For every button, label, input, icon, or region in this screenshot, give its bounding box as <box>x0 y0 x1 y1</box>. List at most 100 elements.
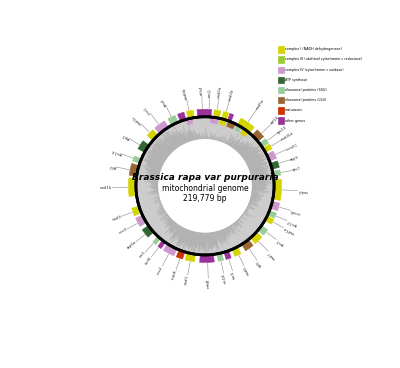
Wedge shape <box>154 185 158 186</box>
Wedge shape <box>251 176 269 179</box>
Wedge shape <box>182 126 189 142</box>
Wedge shape <box>210 135 211 140</box>
Wedge shape <box>251 191 259 192</box>
Wedge shape <box>241 148 253 157</box>
Wedge shape <box>146 158 163 166</box>
Wedge shape <box>156 196 160 197</box>
Wedge shape <box>146 181 159 183</box>
Wedge shape <box>251 194 263 197</box>
Wedge shape <box>242 213 244 215</box>
Wedge shape <box>216 231 219 241</box>
Wedge shape <box>247 158 262 166</box>
Wedge shape <box>263 144 272 152</box>
Wedge shape <box>162 135 176 150</box>
Wedge shape <box>197 134 198 140</box>
Wedge shape <box>236 221 242 228</box>
Wedge shape <box>242 240 253 251</box>
Wedge shape <box>252 187 268 189</box>
Wedge shape <box>146 156 164 165</box>
Wedge shape <box>251 191 264 194</box>
Wedge shape <box>252 185 268 186</box>
Wedge shape <box>232 140 238 148</box>
Wedge shape <box>240 217 244 220</box>
Wedge shape <box>215 231 218 244</box>
Wedge shape <box>148 177 159 179</box>
Wedge shape <box>153 237 160 244</box>
Wedge shape <box>212 232 214 246</box>
Wedge shape <box>250 170 266 174</box>
Wedge shape <box>243 212 250 217</box>
Wedge shape <box>214 110 221 118</box>
Wedge shape <box>252 130 264 141</box>
Wedge shape <box>218 230 222 241</box>
Wedge shape <box>251 178 263 180</box>
Wedge shape <box>248 203 251 205</box>
Wedge shape <box>188 231 193 246</box>
Wedge shape <box>163 244 177 256</box>
Wedge shape <box>191 231 195 251</box>
Wedge shape <box>235 142 242 151</box>
Wedge shape <box>166 212 167 214</box>
Text: complex IV (cytochrome c oxidase): complex IV (cytochrome c oxidase) <box>285 68 344 72</box>
Wedge shape <box>151 155 165 163</box>
Wedge shape <box>188 135 191 142</box>
Wedge shape <box>243 149 258 160</box>
Wedge shape <box>179 229 187 247</box>
Wedge shape <box>168 115 178 125</box>
Wedge shape <box>164 215 169 220</box>
Wedge shape <box>160 215 169 222</box>
Wedge shape <box>187 230 192 246</box>
Wedge shape <box>232 141 237 148</box>
Wedge shape <box>159 203 162 204</box>
Wedge shape <box>213 231 216 245</box>
Wedge shape <box>187 134 190 142</box>
Wedge shape <box>250 196 261 199</box>
Wedge shape <box>177 228 185 245</box>
Text: rps12: rps12 <box>286 219 298 227</box>
Wedge shape <box>151 187 158 188</box>
Wedge shape <box>186 138 189 142</box>
Wedge shape <box>227 227 230 233</box>
Wedge shape <box>273 179 282 201</box>
Wedge shape <box>222 229 227 239</box>
Wedge shape <box>148 191 159 193</box>
Wedge shape <box>174 224 179 231</box>
Wedge shape <box>174 127 184 145</box>
Wedge shape <box>150 181 159 182</box>
Wedge shape <box>216 137 217 141</box>
Wedge shape <box>250 172 266 176</box>
Wedge shape <box>238 219 239 220</box>
Wedge shape <box>176 226 182 237</box>
FancyBboxPatch shape <box>278 56 284 63</box>
Wedge shape <box>212 135 214 140</box>
Wedge shape <box>185 253 195 262</box>
Wedge shape <box>165 217 170 222</box>
Wedge shape <box>231 140 236 147</box>
Wedge shape <box>157 209 165 215</box>
Wedge shape <box>240 146 252 156</box>
Wedge shape <box>244 210 247 213</box>
Wedge shape <box>249 167 264 172</box>
Wedge shape <box>166 219 172 225</box>
Wedge shape <box>194 231 197 245</box>
Wedge shape <box>159 211 166 216</box>
Circle shape <box>137 118 273 254</box>
Wedge shape <box>250 199 256 201</box>
Wedge shape <box>194 138 195 141</box>
Wedge shape <box>169 139 177 149</box>
Wedge shape <box>158 195 160 196</box>
Wedge shape <box>211 136 212 140</box>
Wedge shape <box>164 219 173 227</box>
Wedge shape <box>237 145 244 152</box>
Wedge shape <box>152 149 167 159</box>
Wedge shape <box>148 173 160 176</box>
Wedge shape <box>150 173 160 176</box>
Wedge shape <box>151 183 158 184</box>
Wedge shape <box>249 165 268 171</box>
Text: cox1: cox1 <box>143 105 152 114</box>
Wedge shape <box>197 232 199 245</box>
Wedge shape <box>184 230 191 249</box>
Wedge shape <box>234 222 238 225</box>
Wedge shape <box>181 229 187 241</box>
Wedge shape <box>247 205 254 209</box>
